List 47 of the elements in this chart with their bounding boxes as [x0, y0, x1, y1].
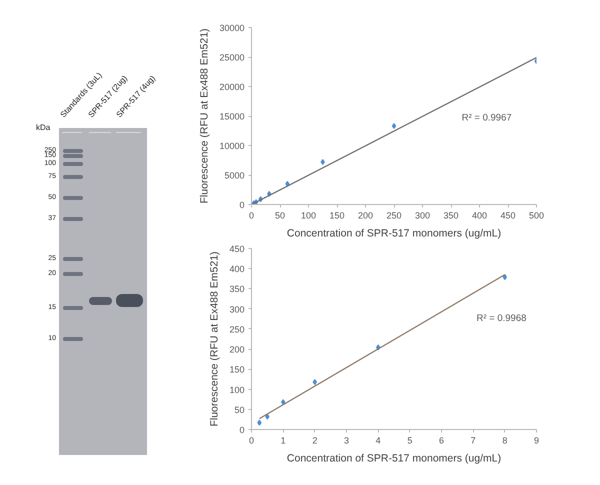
y-tick-label: 15000 — [219, 112, 245, 122]
text: kDa — [36, 123, 50, 133]
x-tick-label: 450 — [500, 210, 516, 220]
x-tick-label: 5 — [407, 436, 412, 446]
x-tick-label: 50 — [274, 210, 286, 220]
x-tick-label: 500 — [528, 210, 544, 220]
x-tick-label: 7 — [470, 436, 476, 446]
x-tick-label: 4 — [376, 436, 381, 446]
y-tick-label: 250 — [229, 324, 245, 334]
x-tick-label: 150 — [329, 210, 345, 220]
x-axis-title: Concentration of SPR-517 monomers (ug/mL) — [286, 228, 502, 240]
y-tick-label: 25000 — [219, 52, 245, 62]
y-tick-label: 10000 — [219, 141, 245, 151]
x-tick-label: 350 — [443, 210, 459, 220]
y-tick-label: 200 — [229, 344, 245, 355]
y-tick-label: 30000 — [219, 23, 245, 33]
y-tick-label: 50 — [234, 404, 245, 415]
x-tick-label: 6 — [438, 436, 444, 446]
annotation: R² = 0.9967 — [462, 112, 512, 124]
annotation: R² = 0.9968 — [476, 313, 526, 324]
x-tick-label: 200 — [358, 210, 374, 220]
y-tick-label: 100 — [229, 384, 245, 395]
y-tick-label: 150 — [229, 364, 245, 375]
y-tick-label: 400 — [229, 264, 245, 274]
y-tick-label: 0 — [239, 425, 245, 435]
x-tick-label: 400 — [472, 210, 488, 220]
x-tick-label: 250 — [386, 210, 402, 220]
x-tick-label: 3 — [344, 436, 350, 446]
x-tick-label: 0 — [248, 210, 254, 220]
y-axis-title: Fluorescence (RFU at Ex488 Em521) — [208, 251, 220, 427]
y-tick-label: 0 — [239, 200, 245, 210]
x-tick-label: 8 — [502, 436, 508, 446]
y-axis-title: Fluorescence (RFU at Ex488 Em521) — [198, 28, 210, 204]
x-tick-label: 1 — [280, 436, 286, 446]
y-tick-label: 300 — [229, 304, 245, 314]
x-axis-title: Concentration of SPR-517 monomers (ug/mL) — [286, 452, 502, 464]
x-tick-label: 100 — [300, 210, 316, 220]
x-tick-label: 2 — [312, 436, 318, 446]
y-tick-label: 20000 — [219, 82, 245, 92]
x-tick-label: 0 — [248, 436, 254, 446]
x-tick-label: 300 — [414, 210, 430, 220]
point — [257, 420, 262, 426]
y-tick-label: 5000 — [224, 170, 245, 180]
y-tick-label: 350 — [229, 284, 245, 294]
y-tick-label: 450 — [229, 244, 245, 254]
x-tick-label: 9 — [534, 436, 540, 446]
point — [392, 123, 396, 130]
